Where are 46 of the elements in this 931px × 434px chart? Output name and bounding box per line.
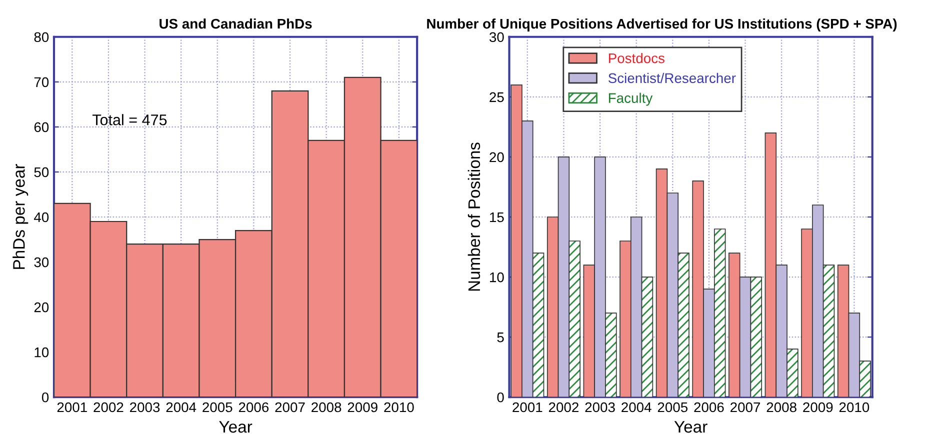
- x-tick-label: 2003: [585, 402, 615, 412]
- y-tick-label: 50: [34, 167, 49, 178]
- x-tick-label: 2002: [94, 402, 124, 412]
- x-tick-label: 2008: [766, 402, 796, 412]
- x-tick-label: 2001: [57, 402, 87, 412]
- x-tick-label: 2003: [130, 402, 160, 412]
- x-tick-label: 2007: [275, 402, 305, 412]
- x-tick-label: 2004: [166, 402, 196, 412]
- x-tick-label: 2005: [202, 402, 232, 412]
- x-tick-label: 2002: [548, 402, 578, 412]
- x-tick-label: 2004: [622, 402, 652, 412]
- x-tick-label: 2009: [348, 402, 378, 412]
- legend-label: Faculty: [608, 92, 653, 106]
- chart-title: US and Canadian PhDs: [160, 18, 312, 29]
- y-tick-label: 80: [34, 32, 49, 42]
- y-tick-label: 70: [34, 77, 49, 88]
- x-tick-label: 2007: [730, 402, 760, 412]
- x-tick-label: 2006: [238, 402, 269, 412]
- y-tick-label: 25: [490, 92, 504, 102]
- legend-label: Scientist/Researcher: [608, 72, 736, 84]
- y-tick-label: 30: [34, 257, 49, 268]
- y-tick-label: 15: [490, 212, 504, 222]
- y-axis-title: Number of Positions: [468, 142, 480, 291]
- y-tick-label: 10: [34, 347, 49, 358]
- y-tick-label: 0: [42, 392, 49, 402]
- chart-title: Number of Unique Positions Advertised for US Institutions (SPD + SPA): [427, 18, 897, 32]
- y-tick-label: 0: [497, 392, 504, 402]
- y-tick-label: 20: [34, 302, 49, 312]
- x-axis-title: Year: [674, 421, 708, 433]
- x-tick-label: 2008: [312, 402, 342, 412]
- y-tick-label: 10: [490, 272, 504, 282]
- x-tick-label: 2006: [694, 402, 724, 412]
- legend-label: Postdocs: [608, 52, 664, 64]
- y-tick-label: 60: [34, 122, 49, 132]
- y-tick-label: 30: [489, 32, 504, 42]
- x-tick-label: 2009: [803, 402, 833, 412]
- x-tick-label: 2010: [384, 402, 414, 412]
- y-tick-label: 20: [490, 152, 504, 162]
- y-tick-label: 5: [497, 332, 504, 342]
- x-tick-label: 2001: [512, 402, 542, 412]
- y-axis-title: PhDs per year: [12, 164, 28, 269]
- x-axis-title: Year: [219, 421, 252, 433]
- annotation: Total = 475: [92, 114, 167, 126]
- x-tick-label: 2010: [839, 402, 870, 412]
- x-tick-label: 2005: [658, 402, 688, 412]
- y-tick-label: 40: [34, 212, 49, 222]
